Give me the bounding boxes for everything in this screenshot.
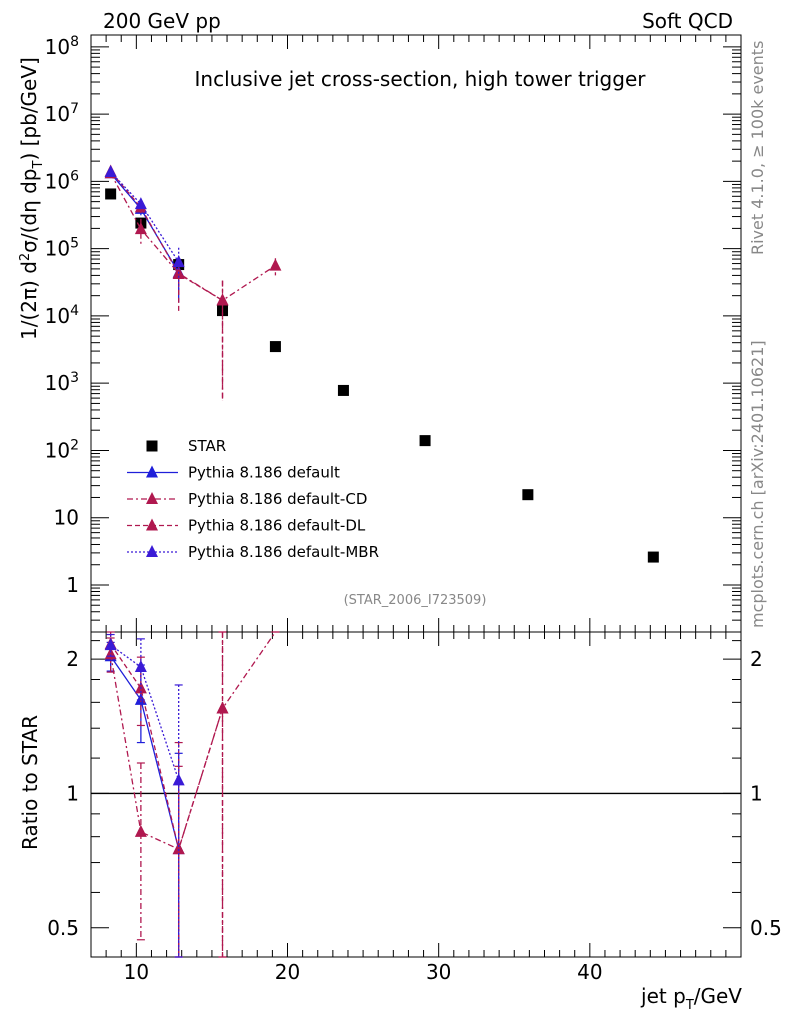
y-tick-label: 103: [45, 370, 79, 395]
legend-marker: [146, 518, 158, 531]
y-tick-label: 106: [45, 168, 79, 193]
series-point: [216, 293, 229, 306]
y-axis-label: 1/(2π) d2σ/(dη dpT) [pb/GeV]: [17, 57, 46, 340]
ratio-point: [134, 824, 147, 837]
legend-marker: [146, 465, 158, 478]
chart-title: Inclusive jet cross-section, high tower …: [195, 67, 647, 91]
ratio-point: [172, 773, 185, 786]
star-point: [269, 341, 281, 353]
y-tick-label: 1: [66, 573, 79, 597]
series-line-2: [110, 172, 276, 302]
legend-marker: [146, 545, 158, 557]
ratio-tick-label: 0.5: [750, 916, 782, 940]
ratio-point: [104, 638, 117, 651]
series-point: [134, 197, 147, 210]
ratio-y-axis-label: Ratio to STAR: [18, 715, 42, 850]
header-category: Soft QCD: [642, 9, 733, 33]
main-panel: 1 10 102 103 104 105 106 107 108: [45, 34, 742, 957]
y-tick-label: 107: [45, 101, 79, 126]
y-tick-label: 104: [45, 303, 79, 328]
y-tick-label: 105: [45, 236, 79, 261]
series-line-3: [110, 171, 223, 301]
rivet-label: Rivet 4.1.0, ≥ 100k events: [748, 41, 767, 255]
ratio-line-1: [110, 655, 180, 850]
ratio-panel: 10 20 30 40 0.5 0.5 1 1 2 2: [47, 631, 782, 984]
analysis-id: (STAR_2006_I723509): [344, 593, 487, 608]
ratio-tick-label: 1: [750, 781, 763, 805]
ratio-tick-label: 1: [66, 781, 79, 805]
star-point: [647, 551, 659, 563]
series-point: [269, 258, 282, 271]
legend-label: Pythia 8.186 default-CD: [188, 490, 367, 508]
legend-marker: [146, 492, 158, 504]
ratio-point: [172, 842, 185, 855]
legend-marker-star: [146, 440, 158, 452]
ratio-tick-label: 2: [750, 647, 763, 671]
series-point: [104, 164, 117, 177]
series-point: [134, 222, 147, 235]
legend-label: STAR: [188, 437, 226, 455]
legend-label: Pythia 8.186 default-DL: [188, 517, 366, 535]
ratio-point: [216, 701, 229, 714]
ratio-tick-label: 2: [66, 647, 79, 671]
ratio-line-2: [110, 631, 276, 851]
ratio-line-3: [110, 643, 224, 852]
star-point: [337, 384, 349, 396]
x-tick-label: 30: [426, 960, 451, 984]
star-point: [522, 489, 534, 501]
y-tick-label: 10: [54, 506, 79, 530]
ratio-frame: [90, 631, 742, 958]
ratio-tick-label: 0.5: [47, 916, 79, 940]
x-tick-label: 10: [124, 960, 149, 984]
header-energy: 200 GeV pp: [103, 9, 221, 33]
x-axis-label: jet pT/GeV: [640, 984, 742, 1013]
y-tick-label: 102: [45, 437, 79, 462]
star-point: [419, 435, 431, 447]
mcplots-label: mcplots.cern.ch [arXiv:2401.10621]: [748, 340, 767, 628]
legend-label: Pythia 8.186 default: [188, 464, 340, 482]
legend-label: Pythia 8.186 default-MBR: [188, 543, 379, 561]
series-point: [172, 255, 185, 268]
x-tick-label: 40: [577, 960, 602, 984]
x-tick-label: 20: [275, 960, 300, 984]
star-point: [105, 188, 117, 200]
legend: STAR Pythia 8.186 default Pythia 8.186 def…: [127, 437, 379, 561]
y-tick-label: 108: [45, 34, 79, 59]
ratio-point: [134, 659, 147, 672]
